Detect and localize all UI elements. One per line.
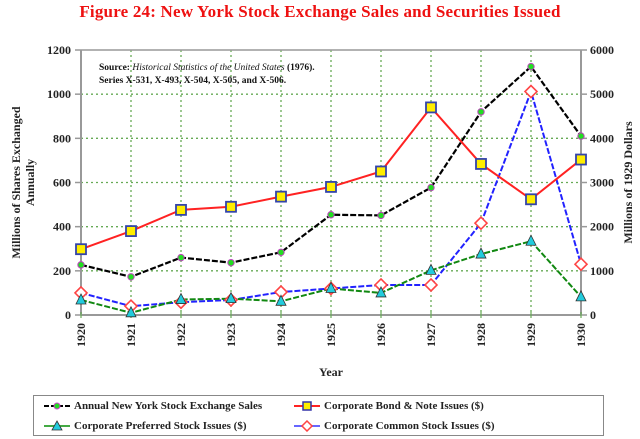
x-tick-label: 1924 [274, 323, 288, 347]
data-point [75, 243, 87, 256]
data-point [327, 211, 335, 219]
x-tick-label: 1928 [474, 323, 488, 347]
series-line-2 [80, 240, 582, 314]
y2-axis-label: Millions of 1929 Dollars [621, 121, 635, 244]
data-point [275, 190, 287, 203]
x-tick-label: 1922 [174, 323, 188, 347]
x-tick-label: 1927 [424, 323, 438, 347]
data-point [575, 153, 587, 166]
y-tick-label: 1200 [47, 43, 71, 57]
x-axis-label: Year [319, 365, 344, 379]
x-tick-label: 1925 [324, 323, 338, 347]
data-point [225, 291, 237, 304]
data-point [427, 183, 435, 192]
data-point [425, 263, 437, 275]
data-point [127, 273, 135, 281]
data-point [325, 281, 337, 293]
y-axis-label: Millions of Shares Exchanged Annually [9, 106, 37, 258]
data-point [377, 211, 385, 220]
y2-tick-label: 4000 [590, 131, 614, 145]
y-axis-label-line2: Annually [23, 159, 37, 206]
data-point [125, 305, 137, 318]
y-tick-label: 0 [65, 308, 71, 322]
data-point [525, 234, 537, 246]
chart-legend: Annual New York Stock Exchange Sales Cor… [33, 395, 604, 436]
data-point [475, 247, 487, 259]
y2-tick-label: 0 [590, 308, 596, 322]
y-tick-label: 1000 [47, 87, 71, 101]
data-point [375, 165, 387, 178]
data-point [525, 193, 537, 206]
x-tick-label: 1921 [124, 323, 138, 347]
series-line-3 [80, 88, 582, 308]
y2-tick-label: 3000 [590, 176, 614, 190]
line-square-marker-icon [294, 401, 320, 411]
data-point [423, 277, 439, 293]
data-point [575, 289, 587, 302]
data-point [227, 258, 235, 267]
x-tick-label: 1930 [574, 323, 588, 347]
y-tick-label: 800 [53, 131, 71, 145]
x-tick-label: 1920 [74, 323, 88, 347]
legend-item-preferred-issues: Corporate Preferred Stock Issues ($) [42, 420, 292, 432]
source-note-line1: Source: Historical Statistics of the Uni… [99, 62, 315, 73]
data-point [175, 292, 187, 304]
y-tick-label: 200 [53, 264, 71, 278]
data-point [75, 293, 87, 305]
data-point [475, 158, 487, 170]
source-note-line2: Series X-531, X-493, X-504, X-505, and X… [99, 76, 286, 86]
y-tick-label: 400 [53, 220, 71, 234]
y2-tick-label: 2000 [590, 220, 614, 234]
data-point [527, 62, 535, 71]
x-tick-label: 1926 [374, 323, 388, 347]
y-tick-label: 600 [53, 176, 71, 190]
data-point [325, 181, 337, 193]
data-point [573, 257, 589, 272]
data-point [523, 84, 539, 99]
x-tick-label: 1929 [524, 323, 538, 347]
data-point [277, 248, 285, 256]
data-point [225, 200, 237, 213]
y2-tick-label: 5000 [590, 87, 614, 101]
data-point [473, 216, 489, 231]
y-axis-label-line1: Millions of Shares Exchanged [9, 106, 23, 258]
line-diamond-marker-icon [294, 420, 320, 432]
series-line-1 [80, 105, 582, 251]
legend-item-common-issues: Corporate Common Stock Issues ($) [292, 420, 603, 432]
data-point [177, 253, 185, 262]
data-point [275, 294, 287, 306]
line-triangle-marker-icon [44, 420, 70, 431]
data-point [577, 132, 585, 140]
y2-tick-label: 1000 [590, 264, 614, 278]
data-point [77, 261, 85, 269]
data-point [477, 108, 485, 116]
chart-title: Figure 24: New York Stock Exchange Sales… [79, 2, 561, 21]
data-point [375, 286, 387, 298]
data-point [175, 203, 187, 216]
legend-item-nyse-sales: Annual New York Stock Exchange Sales [42, 400, 292, 412]
data-point [425, 101, 437, 114]
chart-plot: 0 200 400 600 800 1000 1200 0 1000 2000 3000 4000 50… [9, 43, 635, 379]
legend-item-bond-issues: Corporate Bond & Note Issues ($) [292, 400, 603, 412]
x-tick-label: 1923 [224, 323, 238, 347]
line-circle-marker-icon [44, 402, 70, 410]
y2-tick-label: 6000 [590, 43, 614, 57]
data-point [125, 225, 137, 237]
